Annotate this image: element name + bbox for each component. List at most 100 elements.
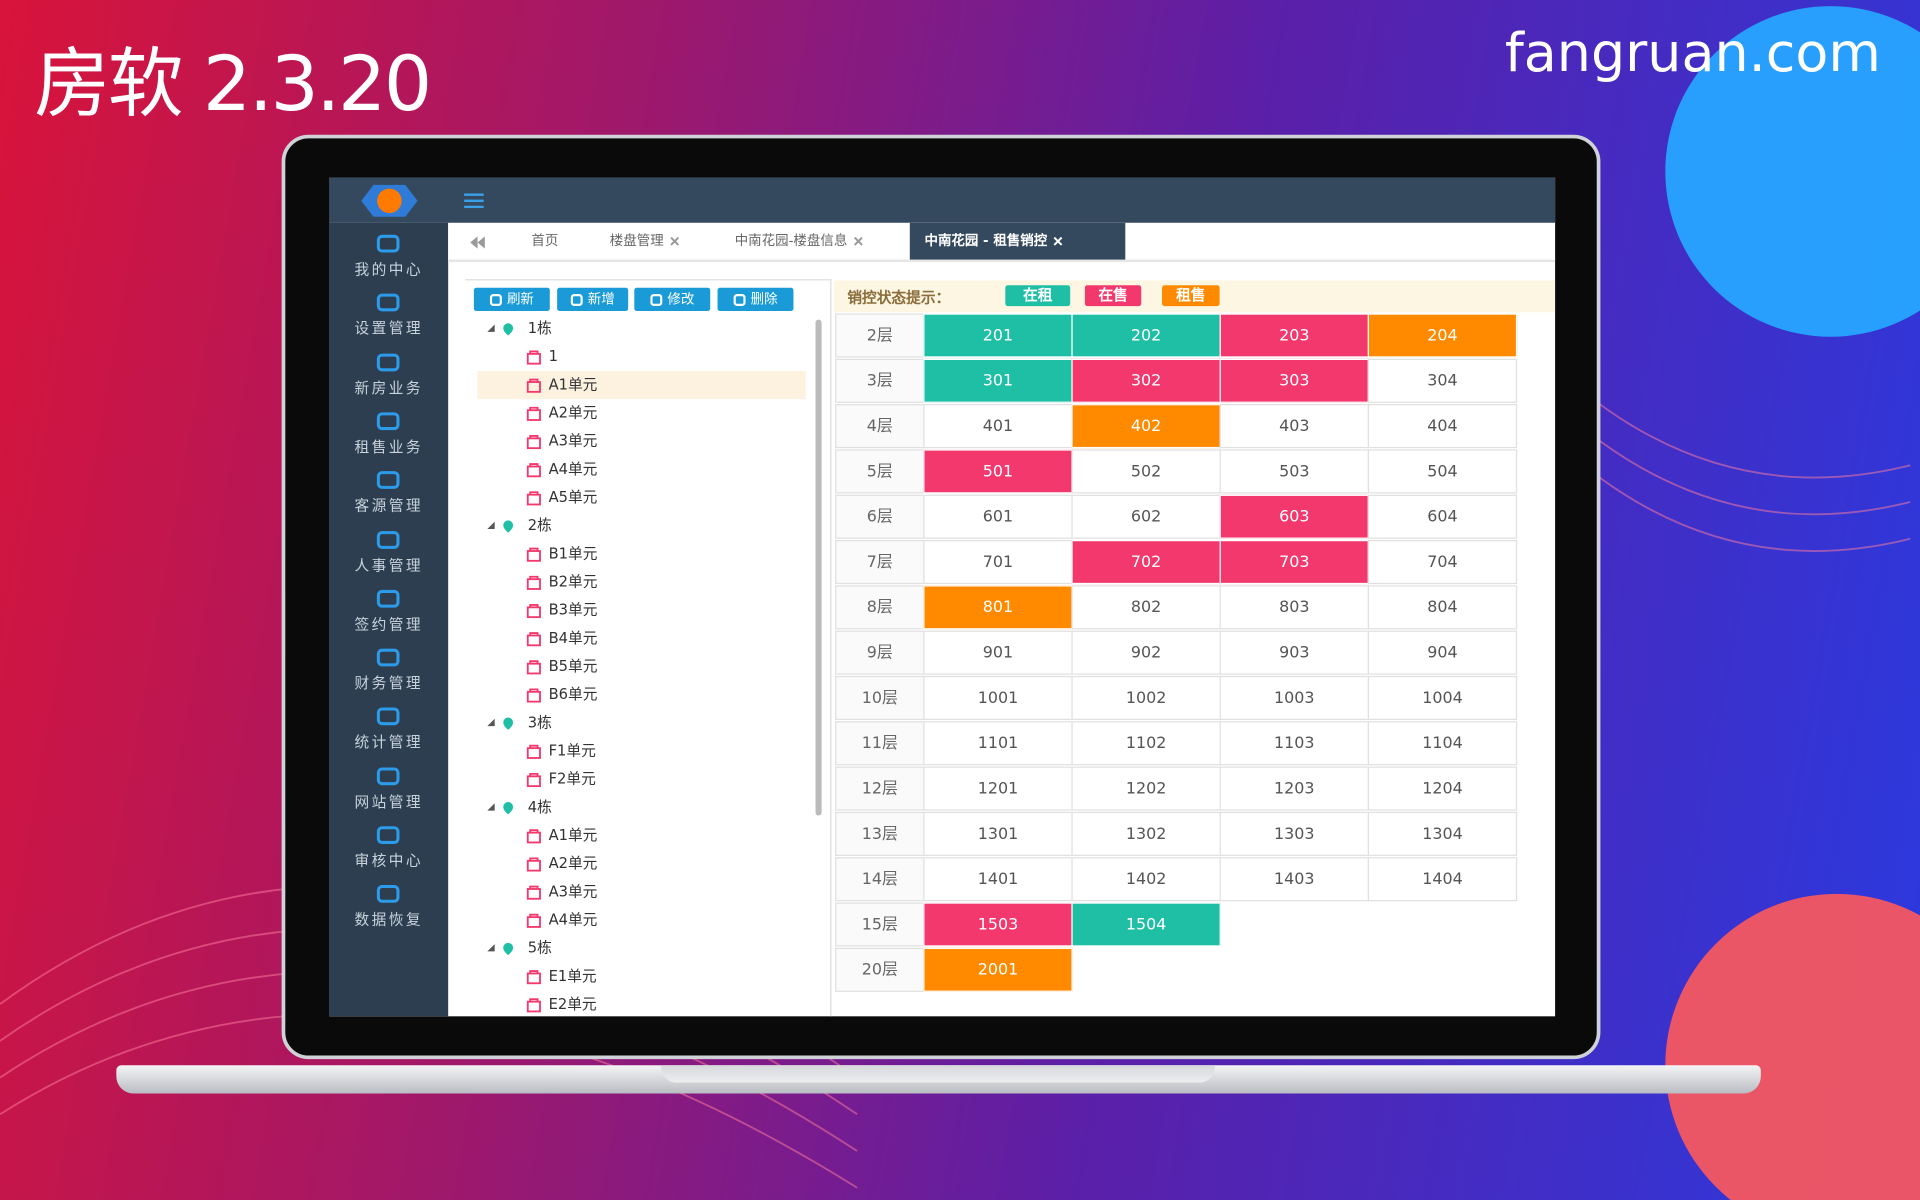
room-cell[interactable]: 1303 [1219,811,1369,856]
room-cell[interactable]: 1102 [1071,721,1221,766]
room-cell[interactable]: 1004 [1367,675,1518,720]
room-cell[interactable]: 1401 [923,857,1073,902]
room-cell[interactable]: 902 [1071,630,1221,675]
room-cell[interactable]: 1204 [1367,766,1518,811]
menu-toggle[interactable] [464,193,486,209]
room-cell[interactable]: 201 [923,313,1073,358]
tree-unit[interactable]: B3单元 [478,596,806,624]
room-cell[interactable]: 403 [1219,404,1369,449]
toolbar-button[interactable]: 删除 [717,287,794,312]
room-cell[interactable]: 801 [923,585,1073,630]
room-cell[interactable]: 701 [923,540,1073,585]
room-cell[interactable]: 702 [1071,540,1221,585]
room-cell[interactable]: 203 [1219,313,1369,358]
room-cell[interactable]: 804 [1367,585,1518,630]
room-cell[interactable]: 1304 [1367,811,1518,856]
room-cell[interactable]: 202 [1071,313,1221,358]
tree-building[interactable]: 3栋 [478,709,811,737]
room-cell[interactable]: 304 [1367,358,1518,403]
room-cell[interactable]: 504 [1367,449,1518,494]
tree-unit[interactable]: F1单元 [478,737,806,765]
sidebar-item[interactable]: 设置管理 [329,287,448,346]
tree-unit[interactable]: A2单元 [478,399,806,427]
room-cell[interactable]: 503 [1219,449,1369,494]
room-cell[interactable]: 1104 [1367,721,1518,766]
tree-building[interactable]: 2栋 [478,512,811,540]
tab[interactable]: 首页 [507,223,578,260]
tree-building[interactable]: 4栋 [478,793,811,821]
toolbar-button[interactable]: 刷新 [473,287,550,312]
room-cell[interactable]: 604 [1367,494,1518,539]
room-cell[interactable]: 401 [923,404,1073,449]
room-cell[interactable]: 1103 [1219,721,1369,766]
sidebar-item[interactable]: 统计管理 [329,701,448,760]
sidebar-item[interactable]: 新房业务 [329,346,448,405]
room-cell[interactable]: 1503 [923,902,1073,947]
room-cell[interactable]: 1504 [1071,902,1221,947]
toolbar-button[interactable]: 修改 [634,287,711,312]
room-cell[interactable]: 1301 [923,811,1073,856]
tree-unit[interactable]: B5单元 [478,653,806,681]
sidebar-item[interactable]: 数据恢复 [329,878,448,937]
tab[interactable]: 楼盘管理 [595,223,708,260]
room-cell[interactable]: 402 [1071,404,1221,449]
room-cell[interactable]: 204 [1367,313,1518,358]
room-cell[interactable]: 603 [1219,494,1369,539]
tab[interactable]: 中南花园-楼盘信息 [720,223,901,260]
sidebar-item[interactable]: 签约管理 [329,583,448,642]
sidebar-item[interactable]: 网站管理 [329,760,448,819]
sidebar-item[interactable]: 我的中心 [329,228,448,287]
room-cell[interactable]: 802 [1071,585,1221,630]
tree-building[interactable]: 5栋 [478,934,811,962]
tab-back[interactable] [470,236,485,249]
tree-unit[interactable]: B4单元 [478,624,806,652]
room-cell[interactable]: 704 [1367,540,1518,585]
tree-unit[interactable]: A4单元 [478,906,806,934]
room-cell[interactable]: 1002 [1071,675,1221,720]
sidebar-item[interactable]: 租售业务 [329,405,448,464]
room-cell[interactable]: 901 [923,630,1073,675]
room-cell[interactable]: 601 [923,494,1073,539]
room-cell[interactable]: 1302 [1071,811,1221,856]
room-cell[interactable]: 1001 [923,675,1073,720]
room-cell[interactable]: 703 [1219,540,1369,585]
toolbar-button[interactable]: 新增 [557,287,629,312]
room-cell[interactable]: 1101 [923,721,1073,766]
room-cell[interactable]: 302 [1071,358,1221,403]
room-cell[interactable]: 1201 [923,766,1073,811]
room-cell[interactable]: 803 [1219,585,1369,630]
room-cell[interactable]: 502 [1071,449,1221,494]
sidebar-item[interactable]: 客源管理 [329,464,448,523]
tree-unit[interactable]: B2单元 [478,568,806,596]
room-cell[interactable]: 2001 [923,947,1073,992]
room-cell[interactable]: 1202 [1071,766,1221,811]
room-cell[interactable]: 303 [1219,358,1369,403]
room-cell[interactable]: 1203 [1219,766,1369,811]
room-cell[interactable]: 1003 [1219,675,1369,720]
room-cell[interactable]: 404 [1367,404,1518,449]
room-cell[interactable]: 301 [923,358,1073,403]
room-cell[interactable]: 1404 [1367,857,1518,902]
room-cell[interactable]: 904 [1367,630,1518,675]
tree-unit[interactable]: A1单元 [477,371,806,400]
room-cell[interactable]: 501 [923,449,1073,494]
tree-unit[interactable]: E1单元 [478,962,806,990]
tree-unit[interactable]: A3单元 [478,427,806,455]
tree-unit[interactable]: B6单元 [478,681,806,709]
tree-building[interactable]: 1栋 [478,315,811,343]
tab[interactable]: 中南花园 - 租售销控 [909,222,1126,260]
tree-unit[interactable]: A5单元 [478,484,806,512]
sidebar-item[interactable]: 人事管理 [329,523,448,582]
tree-unit[interactable]: F2单元 [478,765,806,793]
tree-unit[interactable]: A4单元 [478,456,806,484]
room-cell[interactable]: 1402 [1071,857,1221,902]
tree-unit[interactable]: 1 [478,343,806,371]
tree-unit[interactable]: A3单元 [478,878,806,906]
tree-unit[interactable]: B1单元 [478,540,806,568]
room-cell[interactable]: 903 [1219,630,1369,675]
sidebar-item[interactable]: 审核中心 [329,819,448,878]
tree-unit[interactable]: A1单元 [478,822,806,850]
room-cell[interactable]: 1403 [1219,857,1369,902]
tree-unit[interactable]: E2单元 [478,991,806,1017]
tree-unit[interactable]: A2单元 [478,850,806,878]
